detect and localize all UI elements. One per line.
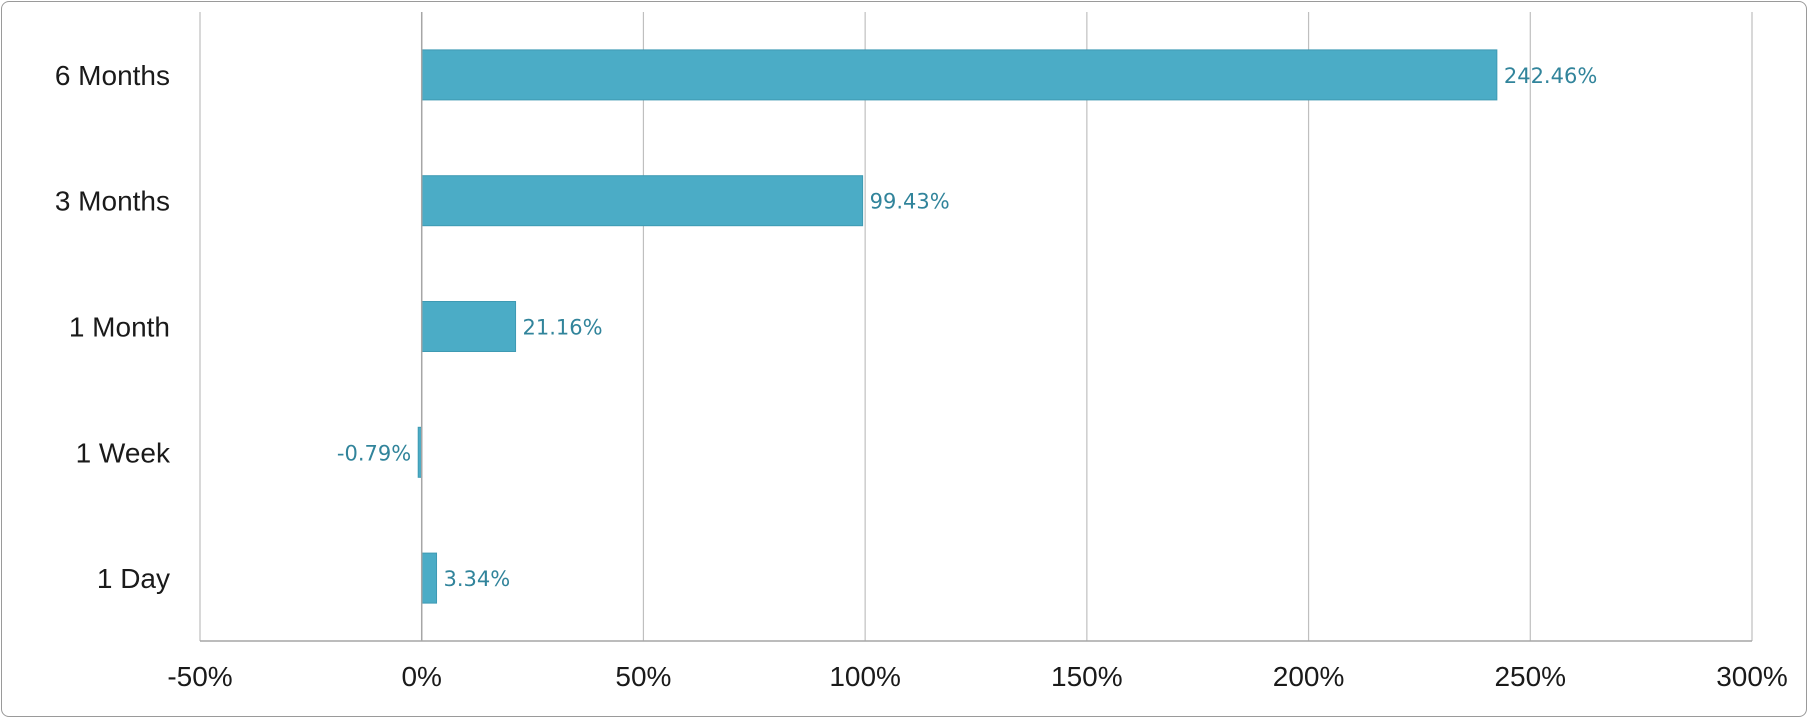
data-label: -0.79% [337,441,411,465]
x-tick-label: 100% [829,661,901,692]
data-label: 99.43% [870,190,950,214]
x-tick-label: 150% [1051,661,1123,692]
bars [417,49,1498,604]
x-tick-label: -50% [167,661,232,692]
axes [200,12,1752,642]
data-label: 242.46% [1504,64,1597,88]
x-tick-label: 300% [1716,661,1788,692]
bar [421,301,517,352]
x-tick-label: 0% [401,661,441,692]
bar [421,49,1498,101]
category-label: 1 Week [76,437,171,468]
x-tick-label: 200% [1273,661,1345,692]
labels: -50% 0% 50% 100% 150% 200% 250% 300% 6 Months 242… [55,60,1788,692]
category-label: 1 Day [97,563,170,594]
category-label: 3 Months [55,186,170,217]
data-label: 21.16% [523,316,603,340]
x-tick-label: 50% [615,661,671,692]
category-label: 6 Months [55,60,170,91]
x-tick-label: 250% [1494,661,1566,692]
category-label: 1 Month [69,312,170,343]
bar [421,552,438,604]
data-label: 3.34% [444,567,511,591]
bar [421,175,864,227]
